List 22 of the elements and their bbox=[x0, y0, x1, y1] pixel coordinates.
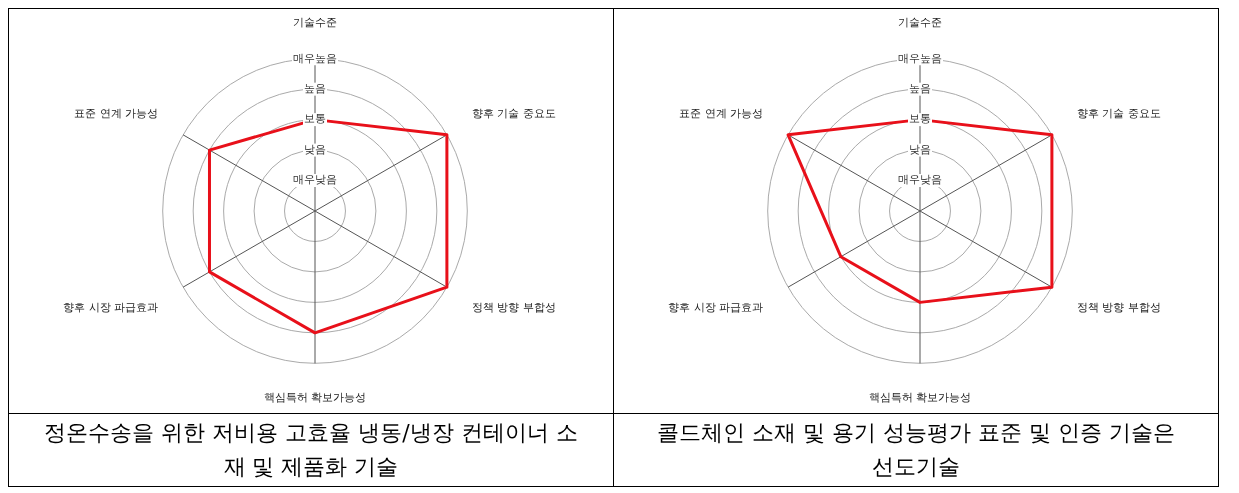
y-tick-label: 매우높음 bbox=[293, 51, 337, 65]
spoke-label: 향후 시장 파급효과 bbox=[63, 300, 159, 314]
spoke-label: 기술수준 bbox=[898, 16, 942, 30]
spoke-label: 정책 방향 부합성 bbox=[471, 300, 556, 314]
y-tick-label: 매우낮음 bbox=[293, 173, 337, 187]
y-tick-label: 높음 bbox=[304, 82, 326, 96]
text: 콜드체인 소재 및 용기 성능평가 표준 및 인증 기술은 선도기술 bbox=[657, 420, 1175, 479]
spoke-label: 기술수준 bbox=[293, 16, 337, 30]
text: 정온수송을 위한 저비용 고효율 냉동/냉장 컨테이너 소재 및 제품화 기술 bbox=[44, 420, 578, 479]
y-tick-label: 낮음 bbox=[304, 142, 326, 156]
spoke-label: 핵심특허 확보가능성 bbox=[263, 391, 367, 405]
y-tick-label: 높음 bbox=[909, 82, 931, 96]
y-tick-label: 매우높음 bbox=[898, 51, 942, 65]
spoke-label: 정책 방향 부합성 bbox=[1076, 300, 1161, 314]
y-tick-label: 낮음 bbox=[909, 142, 931, 156]
spoke-label: 향후 시장 파급효과 bbox=[668, 300, 764, 314]
spoke-label: 표준 연계 가능성 bbox=[679, 106, 764, 120]
spoke-label: 핵심특허 확보가능성 bbox=[868, 391, 972, 405]
spoke-label: 향후 기술 중요도 bbox=[1076, 106, 1161, 120]
y-tick-label: 매우낮음 bbox=[898, 173, 942, 187]
spoke-label: 향후 기술 중요도 bbox=[471, 106, 556, 120]
spoke-label: 표준 연계 가능성 bbox=[74, 106, 159, 120]
